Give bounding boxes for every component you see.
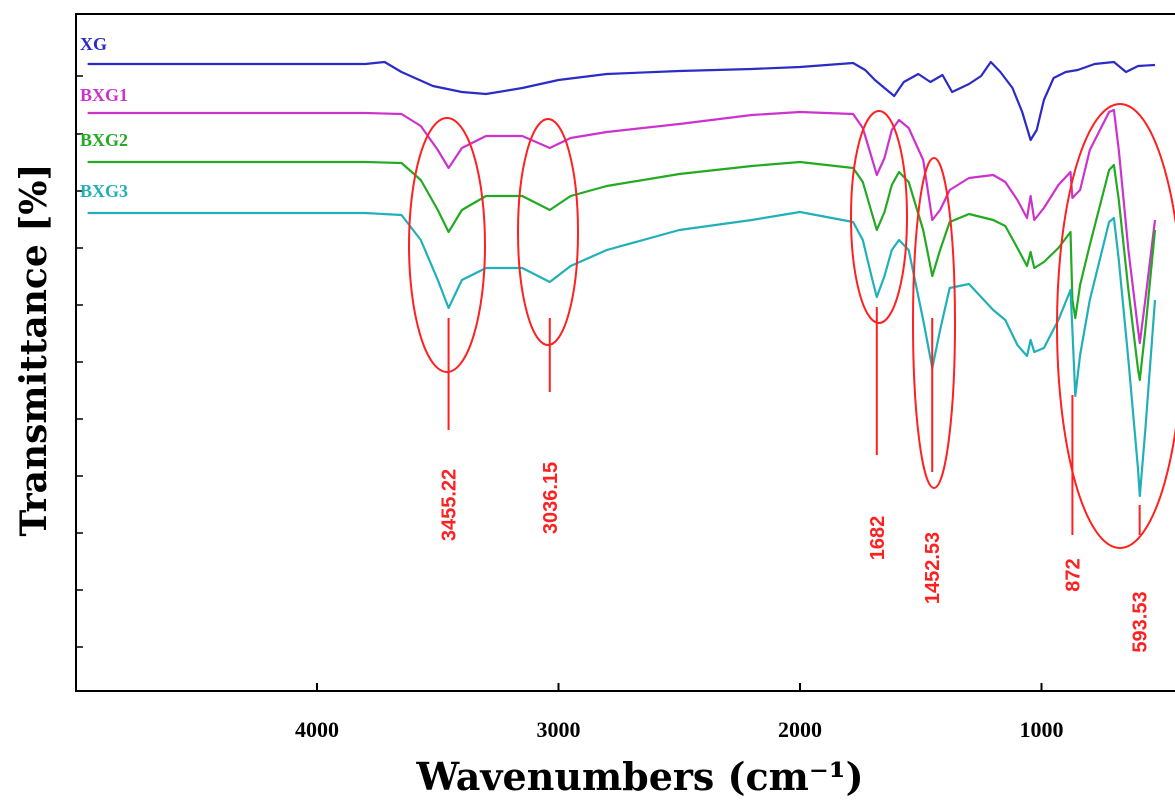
x-tick-label: 4000 bbox=[295, 717, 339, 742]
series-label-xg: XG bbox=[80, 34, 107, 54]
x-axis-title: Wavenumbers (cm⁻¹) bbox=[415, 754, 863, 799]
x-tick-label: 1000 bbox=[1020, 717, 1064, 742]
peak-ellipse bbox=[408, 117, 486, 373]
plot-frame bbox=[75, 13, 1175, 692]
peak-ellipse bbox=[1056, 103, 1175, 549]
annotation-label: 1452.53 bbox=[922, 532, 944, 604]
x-tick-label: 3000 bbox=[537, 717, 581, 742]
x-axis-ticks: 4000 3000 2000 1000 bbox=[295, 683, 1064, 742]
peak-annotations: 3455.22 3036.15 1682 1452.53 872 593.53 bbox=[439, 307, 1152, 653]
series-label-bxg1: BXG1 bbox=[80, 85, 128, 105]
annotation-label: 593.53 bbox=[1130, 591, 1152, 652]
y-axis-ticks bbox=[76, 75, 83, 648]
series-line-bxg2 bbox=[87, 160, 1157, 382]
series-line-xg bbox=[87, 60, 1156, 142]
annotation-label: 1682 bbox=[867, 516, 889, 561]
annotation-label: 3036.15 bbox=[540, 462, 562, 534]
peak-ellipse bbox=[912, 157, 956, 489]
y-axis-title: Transmittance [%] bbox=[13, 163, 55, 536]
series-group: XG BXG1 BXG2 BXG3 bbox=[80, 34, 1157, 498]
annotation-label: 3455.22 bbox=[439, 469, 461, 541]
peak-ellipse bbox=[850, 110, 908, 324]
peak-ellipses bbox=[408, 103, 1175, 549]
peak-ellipse bbox=[517, 118, 579, 346]
series-label-bxg2: BXG2 bbox=[80, 130, 128, 150]
series-line-bxg3 bbox=[87, 210, 1157, 498]
series-line-bxg1 bbox=[87, 108, 1157, 345]
x-tick-label: 2000 bbox=[778, 717, 822, 742]
series-label-bxg3: BXG3 bbox=[80, 181, 128, 201]
annotation-label: 872 bbox=[1062, 558, 1084, 591]
